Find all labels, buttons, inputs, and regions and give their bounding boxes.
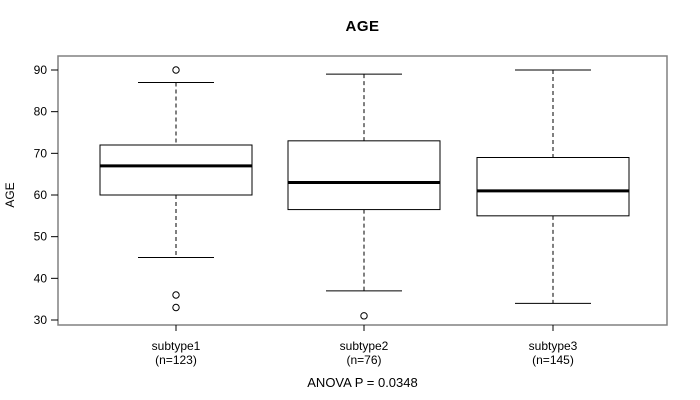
y-axis-tick-label: 50 (34, 230, 48, 244)
group-label: subtype2 (340, 339, 389, 353)
group-sublabel: (n=76) (346, 353, 381, 367)
y-axis-tick-label: 90 (34, 63, 48, 77)
group-label: subtype1 (152, 339, 201, 353)
group-label: subtype3 (529, 339, 578, 353)
y-axis-tick-label: 80 (34, 105, 48, 119)
y-axis-tick-label: 70 (34, 146, 48, 160)
y-axis-title: AGE (3, 182, 17, 207)
plot-border (57, 55, 668, 326)
y-axis-tick-label: 30 (34, 313, 48, 327)
group-sublabel: (n=145) (532, 353, 574, 367)
outlier-point (172, 66, 180, 74)
iqr-box (99, 144, 253, 196)
anova-p-value-text: ANOVA P = 0.0348 (307, 375, 418, 390)
y-axis-tick-label: 40 (34, 271, 48, 285)
iqr-box (287, 140, 441, 211)
outlier-point (360, 312, 368, 320)
outlier-point (172, 303, 180, 312)
chart-title: AGE (345, 18, 380, 35)
y-axis-tick-label: 60 (34, 188, 48, 202)
iqr-box (476, 157, 630, 217)
group-sublabel: (n=123) (155, 353, 197, 367)
outlier-point (172, 291, 180, 299)
